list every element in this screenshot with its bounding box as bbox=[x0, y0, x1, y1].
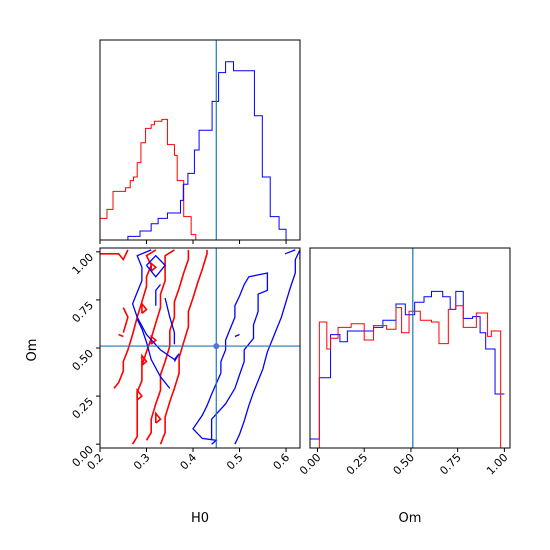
y-axis-label-om: Om bbox=[25, 339, 40, 362]
contour-blue-0 bbox=[131, 249, 180, 362]
joint-x-tick-label: 0.4 bbox=[178, 451, 200, 473]
contour-red-11 bbox=[155, 411, 162, 424]
om-hist-x-tick-label: 0.50 bbox=[391, 451, 418, 478]
joint-point-0 bbox=[213, 343, 220, 350]
h0-om-contour-panel: 0.2 0.3 0.4 0.5 0.60.000.250.500.751.00 bbox=[70, 247, 301, 473]
joint-y-tick-label: 0.25 bbox=[70, 395, 97, 422]
contour-red-3 bbox=[113, 249, 157, 389]
h0-hist-red bbox=[99, 118, 197, 240]
joint-y-tick-label: 0.50 bbox=[70, 347, 97, 374]
contour-red-7 bbox=[136, 388, 144, 401]
joint-x-tick-label: 0.5 bbox=[224, 451, 246, 473]
joint-y-tick-label: 0.75 bbox=[70, 299, 97, 326]
om-hist-x-tick-label: 1.00 bbox=[484, 451, 511, 478]
contour-red-0 bbox=[100, 249, 129, 261]
om-hist-x-tick-label: 0.25 bbox=[344, 451, 371, 478]
joint-x-tick-label: 0.6 bbox=[271, 451, 293, 473]
contour-red-6 bbox=[159, 249, 208, 445]
contour-blue-6 bbox=[234, 249, 300, 445]
contour-red-1 bbox=[122, 307, 129, 333]
om-histogram-panel: 0.00 0.25 0.50 0.75 1.00 bbox=[297, 247, 511, 478]
h0-hist-blue bbox=[119, 61, 287, 241]
contour-group bbox=[100, 249, 300, 445]
contour-red-9 bbox=[141, 301, 148, 315]
om-hist-frame bbox=[309, 247, 511, 449]
contour-red-8 bbox=[141, 353, 148, 366]
contour-blue-4 bbox=[136, 318, 171, 389]
contour-red-2 bbox=[118, 333, 124, 338]
joint-y-tick-label: 1.00 bbox=[70, 251, 97, 278]
x-axis-label-h0: H0 bbox=[191, 511, 209, 526]
h0-histogram-panel bbox=[99, 39, 301, 244]
contour-blue-5 bbox=[192, 272, 269, 445]
h0-hist-frame bbox=[99, 39, 301, 241]
contour-blue-8 bbox=[234, 333, 240, 338]
contour-red-10 bbox=[150, 261, 158, 272]
om-hist-x-tick-label: 0.00 bbox=[297, 451, 324, 478]
contour-blue-2 bbox=[164, 297, 176, 345]
om-hist-blue bbox=[309, 290, 505, 448]
contour-red-4 bbox=[131, 249, 175, 445]
contour-blue-1 bbox=[145, 254, 166, 278]
contour-blue-3 bbox=[155, 284, 162, 306]
x-axis-label-om: Om bbox=[399, 511, 422, 526]
joint-x-tick-label: 0.3 bbox=[131, 451, 153, 473]
contour-blue-7 bbox=[284, 249, 296, 255]
om-hist-red bbox=[318, 305, 502, 448]
om-hist-x-tick-label: 0.75 bbox=[437, 451, 464, 478]
